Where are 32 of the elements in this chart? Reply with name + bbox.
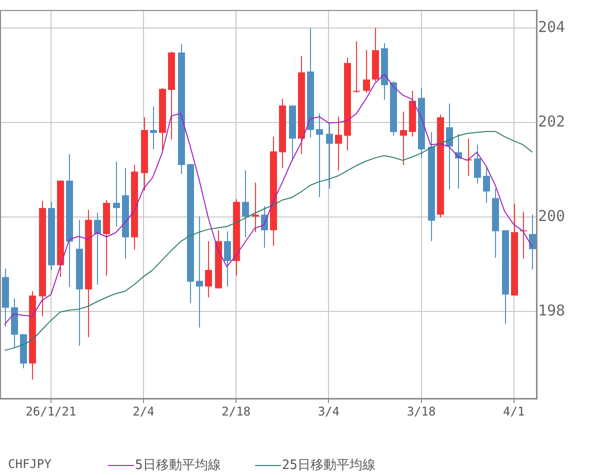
- candlestick: [113, 161, 120, 227]
- y-tick-label: 200: [538, 206, 566, 225]
- candlestick: [196, 216, 203, 328]
- candlestick: [150, 106, 157, 150]
- candlestick: [316, 113, 323, 198]
- x-tick-label: 2/4: [132, 404, 154, 418]
- candlestick: [205, 240, 212, 298]
- x-tick-label: 3/4: [318, 404, 340, 418]
- candlestick: [400, 111, 407, 166]
- candlestick: [261, 206, 268, 248]
- candlestick: [335, 116, 342, 171]
- candlestick: [529, 214, 536, 270]
- x-tick-label: 26/1/21: [26, 404, 76, 418]
- candlestick: [474, 144, 481, 184]
- candlestick: [353, 40, 360, 94]
- y-tick-label: 198: [538, 301, 566, 320]
- candlestick: [483, 165, 490, 204]
- x-tick-label: 2/18: [222, 404, 251, 418]
- x-tick-label: 4/1: [503, 404, 525, 418]
- candlestick: [446, 103, 453, 190]
- candlestick: [363, 50, 370, 94]
- x-tick-label: 3/18: [406, 404, 436, 418]
- candlestick: [224, 230, 231, 288]
- candlestick: [94, 212, 101, 286]
- legend-label: 5日移動平均線: [135, 457, 221, 474]
- candlestick: [242, 170, 249, 238]
- y-tick-label: 202: [538, 112, 566, 130]
- y-tick-label: 204: [538, 18, 566, 36]
- candlestick: [252, 182, 259, 233]
- legend-label: 25日移動平均線: [282, 457, 376, 474]
- candlestick: [326, 122, 333, 190]
- text: CHFJPY: [8, 457, 52, 471]
